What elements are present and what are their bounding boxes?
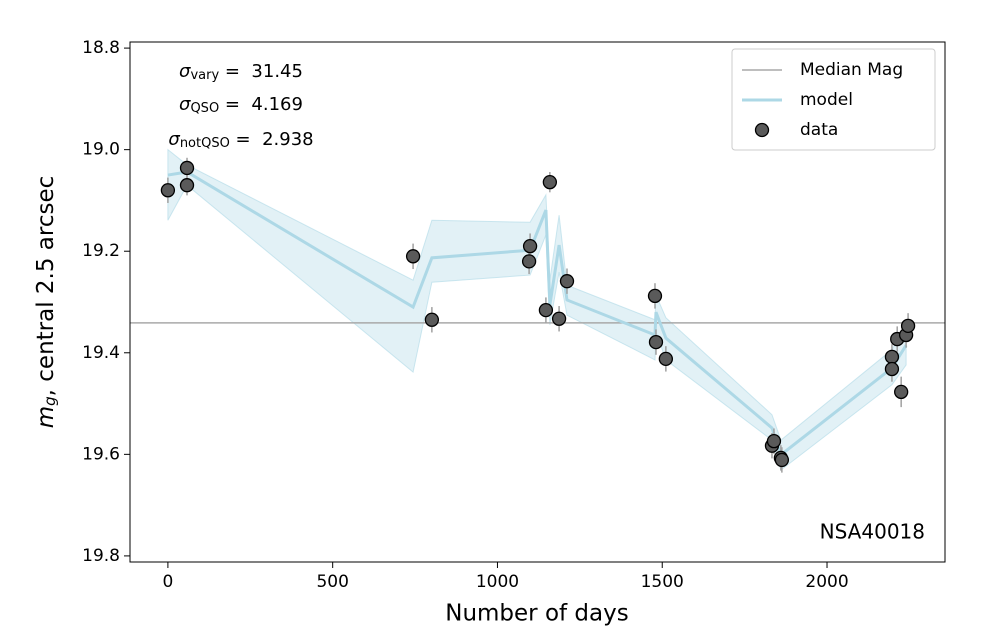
annotation-text: = 2.938 (230, 129, 314, 150)
y-tick-label: 19.0 (82, 140, 120, 160)
annotation-symbol: σ (179, 61, 191, 82)
data-point (179, 178, 195, 193)
data-point (160, 183, 176, 198)
axes-frame (129, 41, 946, 563)
sigma-annotation: σvary = 31.45 (179, 61, 303, 83)
x-tick-label: 500 (316, 572, 348, 592)
data-point (424, 312, 440, 327)
annotation-text: = 4.169 (219, 94, 303, 115)
annotation-subscript: notQSO (180, 136, 230, 151)
legend: Median Mag model data (731, 48, 936, 151)
legend-box (731, 48, 936, 151)
data-point (894, 384, 909, 400)
x-tick-label: 2000 (805, 572, 848, 592)
y-axis-label: mg, central 2.5 arcsec (33, 176, 60, 429)
legend-data-swatch (754, 122, 770, 138)
annotation-subscript: QSO (190, 101, 219, 116)
legend-label: model (800, 90, 853, 110)
data-point (538, 302, 554, 318)
data-point (521, 254, 537, 269)
y-label-text: , central 2.5 arcsec (33, 176, 59, 397)
data-point (647, 288, 663, 304)
y-tick-label: 19.4 (82, 343, 120, 363)
annotation-symbol: σ (179, 94, 191, 115)
y-tick-label: 18.8 (82, 38, 120, 58)
data-point (559, 274, 575, 289)
annotation-symbol: σ (168, 129, 180, 150)
annotation-subscript: vary (190, 68, 219, 83)
data-point (551, 311, 567, 326)
data-point (405, 249, 421, 264)
x-tick-label: 1000 (476, 572, 519, 592)
data-point (542, 175, 558, 190)
data-point (766, 433, 782, 449)
plot-area (130, 148, 945, 473)
y-tick-label: 19.2 (82, 241, 120, 261)
sigma-annotation: σnotQSO = 2.938 (168, 129, 313, 151)
legend-label: data (800, 120, 838, 140)
sigma-annotation: σQSO = 4.169 (179, 94, 303, 116)
x-axis-label: Number of days (445, 601, 628, 627)
data-point (884, 349, 900, 364)
y-tick-label: 19.8 (82, 546, 120, 566)
annotation-text: = 31.45 (219, 61, 303, 82)
y-label-symbol: m (33, 406, 59, 428)
data-point (658, 351, 674, 367)
y-label-subscript: g (41, 396, 59, 406)
object-label: NSA40018 (820, 520, 925, 544)
data-point (522, 238, 538, 254)
data-point (884, 361, 900, 377)
data-point (900, 318, 916, 334)
data-point (648, 334, 664, 350)
x-tick-label: 1500 (641, 572, 684, 592)
data-point (774, 452, 790, 468)
y-tick-label: 19.6 (82, 444, 120, 464)
data-point (179, 160, 195, 176)
legend-label: Median Mag (800, 60, 903, 80)
x-tick-label: 0 (162, 572, 173, 592)
